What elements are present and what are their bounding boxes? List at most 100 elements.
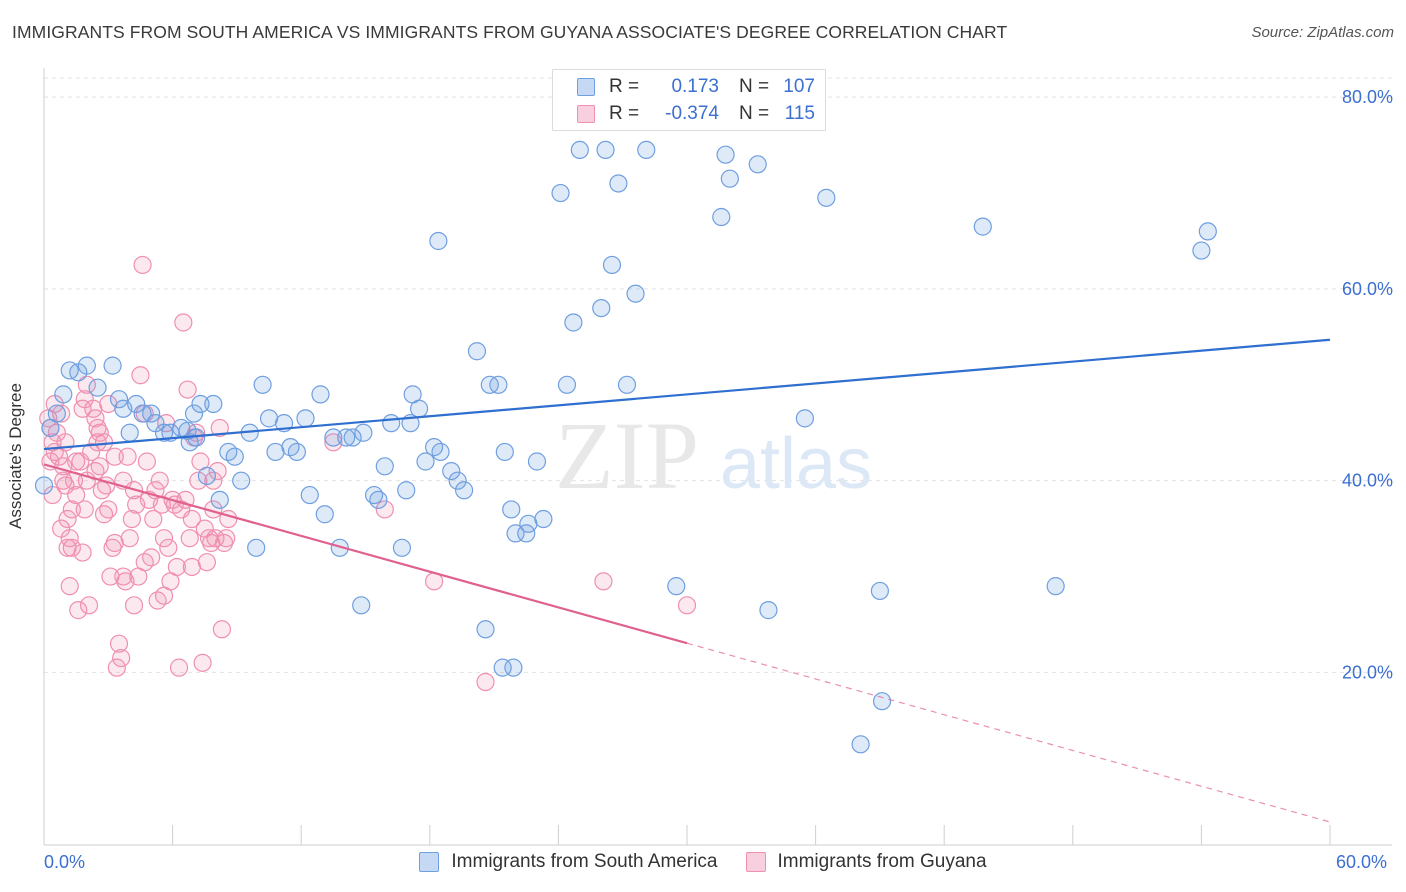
point-guyana	[105, 447, 124, 466]
point-south-america	[519, 514, 538, 533]
trend-line-guyana-extension	[686, 642, 1331, 823]
x-tick-label-min: 0.0%	[44, 852, 86, 872]
legend-row-south-america: R = 0.173 N = 107	[553, 74, 815, 100]
point-guyana	[594, 572, 613, 591]
point-guyana	[120, 529, 139, 548]
point-guyana	[182, 509, 201, 529]
point-guyana	[197, 553, 216, 572]
point-south-america	[88, 378, 107, 397]
point-south-america	[1046, 577, 1065, 596]
point-south-america	[120, 423, 139, 442]
point-guyana	[69, 601, 88, 620]
point-guyana	[77, 375, 96, 394]
point-guyana	[124, 596, 144, 615]
point-guyana	[82, 442, 101, 462]
x-tick-label-max: 60.0%	[1336, 852, 1388, 872]
point-guyana	[375, 500, 394, 519]
trend-line-guyana	[43, 463, 688, 645]
point-guyana	[154, 529, 174, 548]
point-south-america	[197, 466, 216, 485]
point-south-america	[870, 581, 890, 601]
point-guyana	[114, 567, 133, 586]
point-guyana	[60, 577, 79, 596]
point-south-america	[225, 447, 244, 466]
legend-row-guyana: R = -0.374 N = 115	[553, 101, 815, 127]
point-south-america	[592, 299, 611, 318]
point-south-america	[557, 375, 577, 394]
point-guyana	[212, 620, 231, 639]
point-south-america	[1198, 222, 1217, 241]
point-guyana	[99, 500, 118, 519]
point-south-america	[343, 428, 362, 447]
point-guyana	[208, 461, 227, 481]
point-south-america	[637, 140, 656, 160]
series-guyana-points	[39, 255, 697, 692]
point-south-america	[232, 471, 251, 490]
point-south-america	[493, 658, 512, 677]
point-south-america	[667, 577, 686, 596]
point-south-america	[184, 404, 204, 423]
legend-swatch-blue	[577, 78, 595, 96]
trend-line-south-america	[43, 338, 1331, 451]
point-south-america	[431, 442, 450, 462]
point-guyana	[73, 543, 92, 562]
point-south-america	[337, 428, 356, 447]
point-south-america	[1192, 241, 1211, 260]
point-south-america	[253, 375, 272, 394]
point-guyana	[122, 509, 141, 529]
point-south-america	[142, 404, 161, 423]
point-guyana	[118, 447, 137, 466]
point-south-america	[109, 390, 129, 409]
point-guyana	[105, 533, 124, 553]
series-legend: Immigrants from South America Immigrants…	[0, 851, 1406, 873]
point-south-america	[448, 471, 467, 490]
point-south-america	[534, 509, 553, 529]
point-south-america	[311, 385, 330, 404]
point-guyana	[52, 404, 71, 423]
point-south-america	[795, 409, 814, 428]
point-guyana	[62, 538, 81, 557]
point-guyana	[217, 529, 236, 548]
grid-lines	[44, 77, 1392, 673]
point-south-america	[204, 394, 223, 414]
point-south-america	[720, 169, 739, 188]
point-south-america	[103, 356, 122, 375]
point-south-america	[570, 140, 589, 160]
point-guyana	[180, 529, 199, 548]
point-south-america	[154, 423, 174, 442]
point-south-america	[47, 404, 66, 423]
point-south-america	[551, 183, 570, 203]
point-south-america	[527, 452, 547, 471]
point-guyana	[178, 380, 197, 399]
point-guyana	[52, 519, 71, 538]
point-south-america	[851, 735, 870, 754]
point-guyana	[67, 485, 86, 505]
watermark-atlas: atlas	[720, 424, 872, 504]
point-south-america	[429, 231, 448, 251]
point-south-america	[617, 375, 637, 394]
y-tick-labels: 20.0% 40.0% 60.0% 80.0%	[1342, 87, 1393, 682]
point-south-america	[506, 524, 525, 543]
point-south-america	[748, 155, 767, 174]
point-guyana	[109, 634, 129, 653]
point-south-america	[397, 481, 416, 500]
point-south-america	[247, 538, 266, 557]
legend-swatch-pink	[577, 105, 595, 123]
point-guyana	[75, 500, 94, 519]
point-guyana	[62, 500, 81, 519]
point-south-america	[392, 538, 412, 557]
point-guyana	[58, 509, 77, 529]
point-south-america	[191, 394, 210, 414]
chart-title: IMMIGRANTS FROM SOUTH AMERICA VS IMMIGRA…	[12, 22, 1008, 42]
point-guyana	[182, 557, 201, 577]
watermark-zip: ZIP	[555, 402, 699, 509]
point-south-america	[489, 375, 508, 394]
point-south-america	[382, 414, 401, 433]
legend-r-value: 0.173	[671, 76, 719, 97]
point-south-america	[495, 442, 514, 462]
point-south-america	[354, 423, 373, 442]
point-guyana	[144, 509, 163, 529]
point-guyana	[90, 423, 109, 442]
point-south-america	[442, 461, 461, 481]
point-south-america	[596, 140, 615, 160]
